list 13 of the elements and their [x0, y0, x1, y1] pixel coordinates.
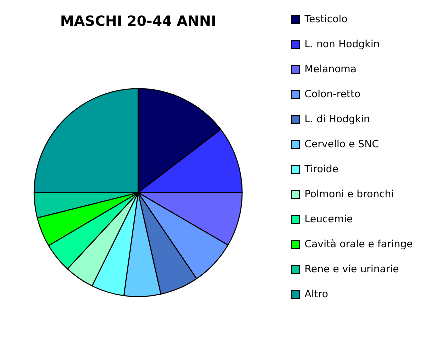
legend-label: Melanoma — [304, 64, 357, 76]
chart-title: MASCHI 20-44 ANNI — [60, 14, 216, 30]
legend-label: Testicolo — [304, 14, 348, 26]
legend-label: Rene e vie urinarie — [304, 264, 400, 276]
legend-label: L. di Hodgkin — [304, 114, 370, 126]
legend-label: Altro — [304, 290, 328, 301]
legend-label: Polmoni e bronchi — [304, 190, 394, 201]
legend-label: Cervello e SNC — [304, 140, 380, 151]
legend-label: Leucemie — [304, 214, 354, 226]
legend-label: Colon-retto — [304, 90, 361, 101]
legend-label: L. non Hodgkin — [304, 40, 380, 51]
legend-label: Cavità orale e faringe — [304, 240, 414, 251]
legend-label: Tiroide — [304, 164, 339, 176]
